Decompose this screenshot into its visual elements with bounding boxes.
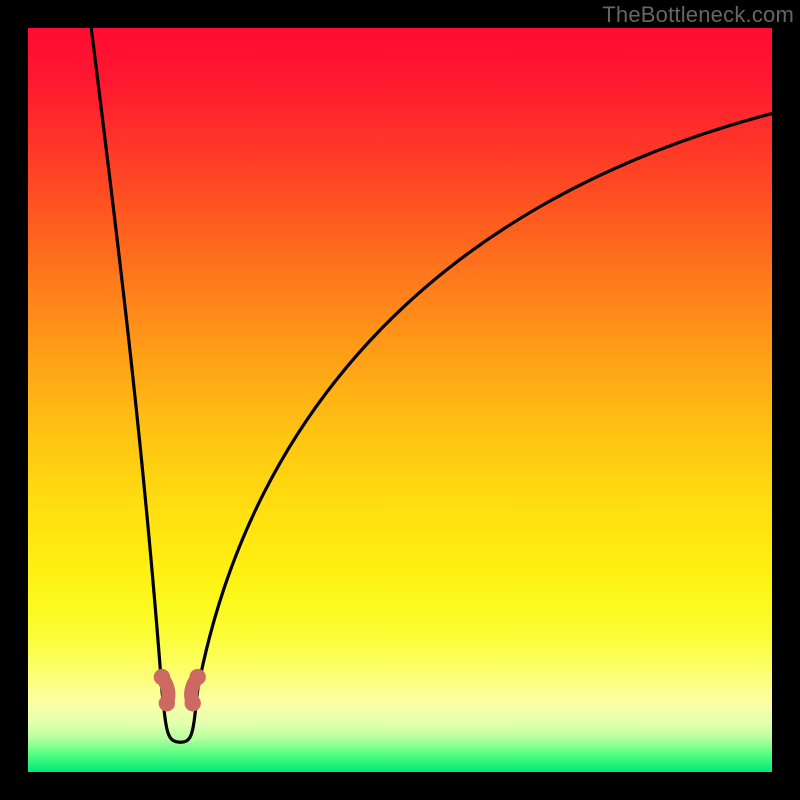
plot-area <box>28 28 772 772</box>
curve-layer <box>28 28 772 772</box>
curve-right-branch <box>198 114 772 691</box>
valley-lobe-right <box>185 669 206 712</box>
valley-lobe-left <box>154 669 175 712</box>
chart-stage: TheBottleneck.com <box>0 0 800 800</box>
curve-left-branch <box>91 28 162 690</box>
watermark-text: TheBottleneck.com <box>602 2 794 28</box>
